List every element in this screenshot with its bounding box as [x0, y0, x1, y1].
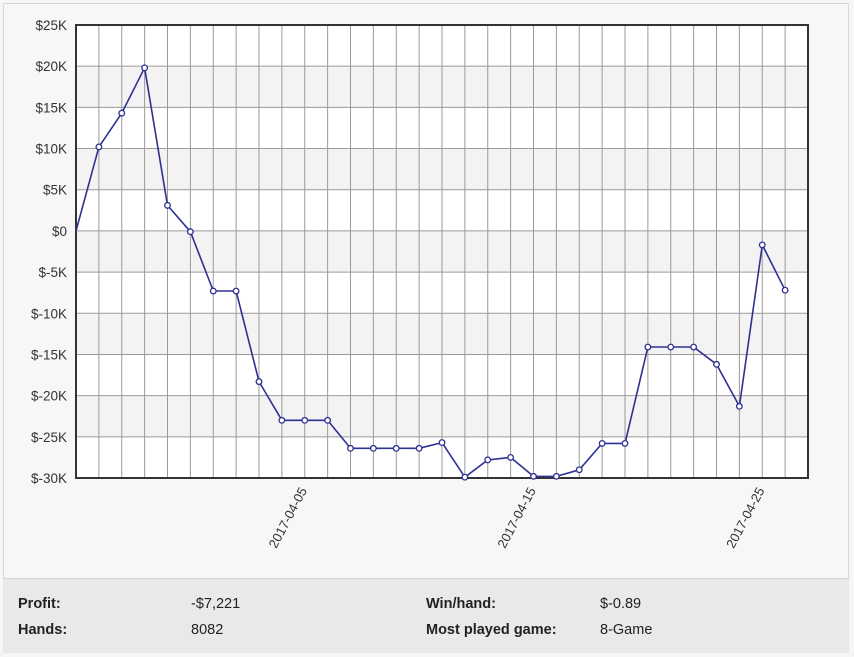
- y-tick-label: $-20K: [31, 389, 67, 404]
- y-tick-label: $5K: [43, 183, 67, 198]
- y-tick-label: $15K: [35, 100, 67, 115]
- data-point: [667, 343, 675, 351]
- data-point: [461, 473, 469, 481]
- hands-value: 8082: [191, 622, 224, 638]
- stats-summary: Profit: -$7,221 Hands: 8082 Win/hand: $-…: [3, 578, 849, 653]
- data-point: [438, 439, 446, 447]
- data-point: [415, 444, 423, 452]
- most-played-game-label: Most played game:: [426, 622, 557, 638]
- data-point: [324, 416, 332, 424]
- data-point: [232, 287, 240, 295]
- y-tick-label: $25K: [35, 18, 67, 33]
- data-point: [141, 64, 149, 72]
- data-point: [369, 444, 377, 452]
- x-tick-label: 2017-04-25: [723, 485, 767, 551]
- profit-value: -$7,221: [191, 596, 241, 612]
- data-point: [255, 378, 263, 386]
- data-point: [530, 472, 537, 480]
- x-tick-label: 2017-04-05: [266, 485, 310, 551]
- y-tick-label: $-30K: [31, 471, 67, 486]
- y-tick-label: $-15K: [31, 347, 67, 362]
- data-point: [392, 444, 400, 452]
- y-tick-label: $-5K: [38, 265, 67, 280]
- data-point: [735, 402, 743, 410]
- plot-frame: [75, 24, 809, 479]
- y-tick-label: $-10K: [31, 306, 67, 321]
- data-point: [598, 439, 606, 447]
- data-point: [95, 143, 103, 151]
- hands-label: Hands:: [18, 622, 68, 638]
- y-tick-label: $-25K: [31, 430, 67, 445]
- data-point: [621, 439, 629, 447]
- y-tick-label: $0: [52, 224, 67, 239]
- data-point: [186, 228, 194, 236]
- data-point: [758, 241, 766, 249]
- win-per-hand-value: $-0.89: [600, 596, 642, 612]
- data-point: [164, 201, 171, 209]
- y-tick-label: $10K: [35, 142, 67, 157]
- data-point: [118, 109, 126, 117]
- data-point: [575, 466, 583, 474]
- most-played-game-value: 8-Game: [600, 622, 653, 638]
- data-point: [278, 416, 286, 424]
- data-point: [209, 287, 217, 295]
- data-point: [507, 453, 515, 461]
- profit-series-line: [75, 67, 786, 479]
- data-point: [552, 472, 560, 480]
- data-point: [644, 343, 652, 351]
- y-tick-label: $20K: [35, 59, 67, 74]
- profit-label: Profit:: [18, 596, 61, 612]
- data-point: [713, 360, 720, 368]
- profit-line-chart: $25K $20K $15K $10K $5K $0 $-5K $-10K $-15K $-20K…: [31, 18, 809, 551]
- data-point: [484, 456, 492, 464]
- data-point: [301, 416, 309, 424]
- data-point: [781, 286, 789, 294]
- data-point: [690, 343, 698, 351]
- x-tick-label: 2017-04-15: [494, 485, 538, 551]
- win-per-hand-label: Win/hand:: [426, 596, 496, 612]
- data-point: [347, 444, 354, 452]
